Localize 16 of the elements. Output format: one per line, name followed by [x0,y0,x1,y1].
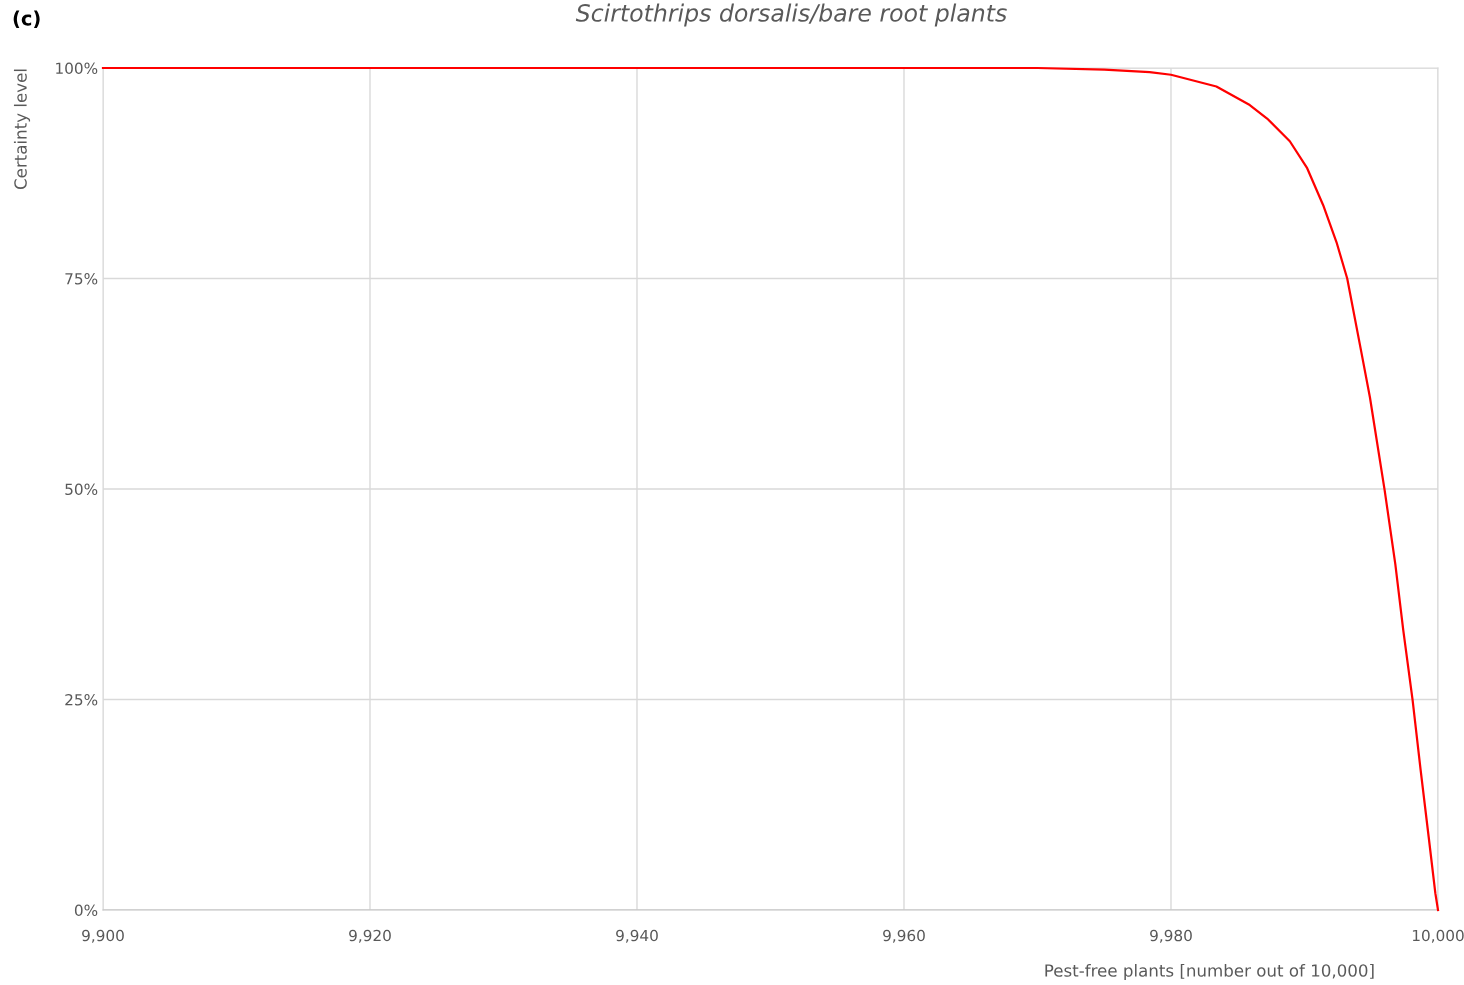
x-axis-title: Pest-free plants [number out of 10,000] [1045,963,1374,981]
y-tick-label: 100% [56,62,98,75]
y-tick-label: 50% [65,483,98,496]
y-tick-label: 0% [74,904,98,917]
text: (c) [13,10,40,28]
x-tick-label: 9,940 [616,929,658,943]
chart-title: Scirtothrips dorsalis/bare root plants [575,3,1007,27]
x-tick-label: 9,920 [349,929,391,943]
y-tick-label: 75% [65,272,98,285]
x-tick-label: 9,960 [883,929,925,943]
x-tick-label: 9,900 [82,929,124,943]
y-tick-label: 25% [65,693,98,706]
x-tick-label: 10,000 [1412,929,1464,943]
line-series [101,66,1440,912]
x-tick-label: 9,980 [1150,929,1192,943]
y-axis-title: Certainty level [13,69,31,190]
